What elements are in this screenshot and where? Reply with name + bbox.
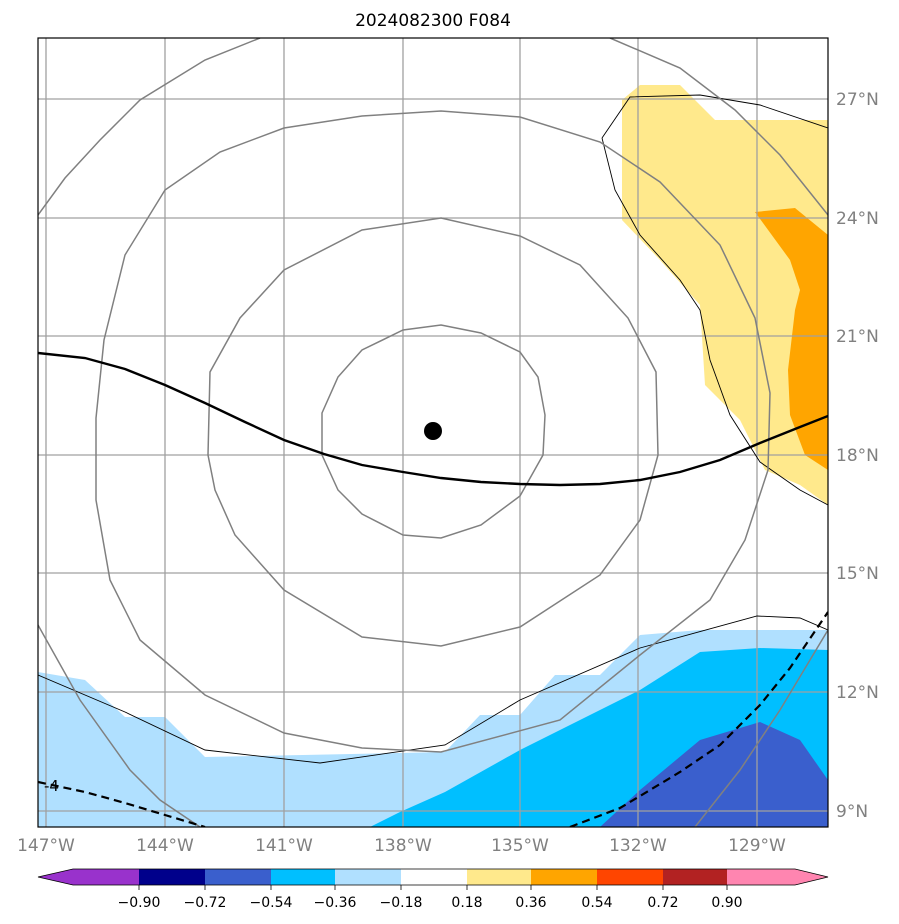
colorbar-tick-label: 0.90 xyxy=(711,895,742,911)
lat-label: 18°N xyxy=(836,446,879,466)
thick-contour-line xyxy=(38,351,828,487)
lat-label: 9°N xyxy=(836,802,868,822)
contour-label: -4 xyxy=(44,777,59,795)
colorbar-tick-label: 0.36 xyxy=(515,895,546,911)
colorbar-extend-low xyxy=(38,869,73,885)
colorbar-tick-label: −0.18 xyxy=(380,895,423,911)
colorbar-segment xyxy=(663,869,727,885)
colorbar-tick-label: −0.54 xyxy=(250,895,293,911)
lat-label: 24°N xyxy=(836,209,879,229)
lon-label: 141°W xyxy=(255,836,313,856)
lon-label: 147°W xyxy=(17,836,75,856)
colorbar-segment xyxy=(727,869,795,885)
colorbar-segment xyxy=(531,869,597,885)
colorbar-segment xyxy=(205,869,271,885)
distance-rings xyxy=(38,38,828,827)
lat-label: 21°N xyxy=(836,327,879,347)
lat-labels: 27°N 24°N 21°N 18°N 15°N 12°N 9°N xyxy=(836,90,879,822)
lon-label: 132°W xyxy=(609,836,667,856)
lon-label: 144°W xyxy=(136,836,194,856)
lat-label: 27°N xyxy=(836,90,879,110)
colorbar-outline xyxy=(37,868,829,886)
map-frame xyxy=(37,37,829,828)
lon-label: 135°W xyxy=(491,836,549,856)
colorbar-tick-label: −0.72 xyxy=(184,895,227,911)
colorbar-segment xyxy=(597,869,663,885)
colorbar-segment xyxy=(401,869,467,885)
map-area: -4 xyxy=(38,38,828,827)
lon-labels: 147°W 144°W 141°W 138°W 135°W 132°W 129°… xyxy=(17,836,786,856)
colorbar-segment xyxy=(73,869,139,885)
colorbar-segment xyxy=(271,869,335,885)
lat-label: 12°N xyxy=(836,683,879,703)
map-title: 2024082300 F084 xyxy=(355,11,511,31)
colorbar-segment xyxy=(467,869,531,885)
colorbar-segment xyxy=(335,869,401,885)
colorbar-tick-label: 0.72 xyxy=(647,895,678,911)
colorbar-tick-label: −0.36 xyxy=(314,895,357,911)
colorbar-extend-high xyxy=(795,869,828,885)
colorbar-tick-label: 0.18 xyxy=(451,895,482,911)
graticule xyxy=(38,38,828,827)
lon-label: 129°W xyxy=(728,836,786,856)
colorbar-ticks xyxy=(138,885,728,890)
colorbar-tick-label: −0.90 xyxy=(118,895,161,911)
thin-contours xyxy=(38,94,828,764)
shading-light-yellow xyxy=(622,85,828,505)
dashed-contours xyxy=(38,611,828,827)
lat-label: 15°N xyxy=(836,564,879,584)
lon-label: 138°W xyxy=(374,836,432,856)
colorbar: −0.90 −0.72 −0.54 −0.36 −0.18 0.18 0.36 … xyxy=(37,868,829,911)
colorbar-segment xyxy=(139,869,205,885)
colorbar-tick-label: 0.54 xyxy=(581,895,612,911)
shading-orange xyxy=(755,208,828,470)
storm-center-marker xyxy=(424,422,442,440)
shading-royal-blue xyxy=(600,722,828,827)
